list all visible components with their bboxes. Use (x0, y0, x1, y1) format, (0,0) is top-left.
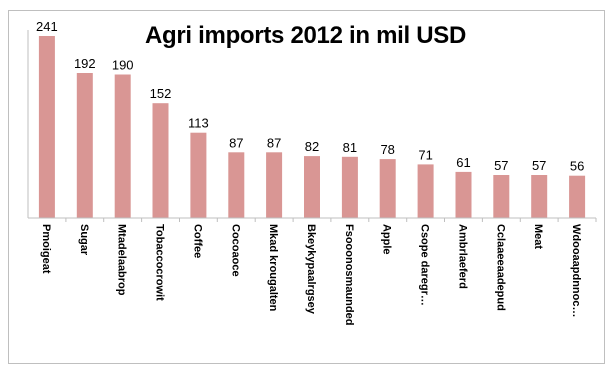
bar-value-label: 81 (343, 140, 357, 155)
chart-title: Agri imports 2012 in mil USD (145, 22, 467, 49)
bar-7 (266, 152, 283, 218)
bar-11 (417, 164, 434, 218)
bar-value-label: 57 (494, 158, 508, 173)
category-label: Ambrlaeferd (457, 224, 469, 289)
bar-14 (531, 175, 548, 218)
bar-13 (493, 175, 510, 218)
bar-value-label: 87 (267, 135, 281, 150)
category-label: Csope daregr… (419, 224, 431, 306)
bar-value-label: 152 (150, 86, 172, 101)
bar-15 (569, 175, 586, 218)
category-label: Meat (532, 224, 544, 249)
category-label: Apple (381, 224, 393, 255)
bar-value-label: 56 (570, 159, 584, 174)
bar-value-label: 87 (229, 135, 243, 150)
bar-value-label: 78 (380, 142, 394, 157)
bar-value-label: 113 (188, 116, 209, 131)
category-label: Wdooaapdnnoc… (570, 224, 582, 318)
bar-10 (379, 159, 396, 218)
bar-value-label: 71 (418, 147, 432, 162)
bar-5 (190, 132, 207, 218)
category-label: Mtadelaabrop (116, 224, 128, 296)
category-label: Tobaccocrowit (154, 224, 166, 301)
bar-value-label: 190 (112, 58, 134, 73)
category-label: Bkeykypaalrgsey (305, 224, 317, 315)
category-label: Cclaaeeaadepud (494, 224, 506, 311)
category-label: Coffee (191, 224, 203, 258)
bar-value-label: 192 (74, 56, 96, 71)
bar-12 (455, 171, 472, 218)
bar-1 (38, 36, 55, 218)
category-label: Cocoaoce (229, 224, 241, 277)
bar-value-label: 57 (532, 158, 546, 173)
bar-2 (76, 73, 93, 218)
category-label: Pmoigeat (40, 224, 52, 274)
bar-8 (304, 156, 320, 218)
category-label: Sugar (78, 224, 90, 256)
bar-6 (228, 152, 245, 218)
bar-4 (152, 103, 169, 218)
bar-3 (114, 74, 131, 218)
bar-value-label: 61 (456, 155, 470, 170)
bar-9 (341, 156, 358, 218)
bar-value-label: 241 (36, 19, 58, 34)
category-label: Mkad krougalten (267, 224, 279, 312)
category-label: Fsooonosmaunded (343, 224, 355, 325)
bar-value-label: 82 (305, 139, 319, 154)
